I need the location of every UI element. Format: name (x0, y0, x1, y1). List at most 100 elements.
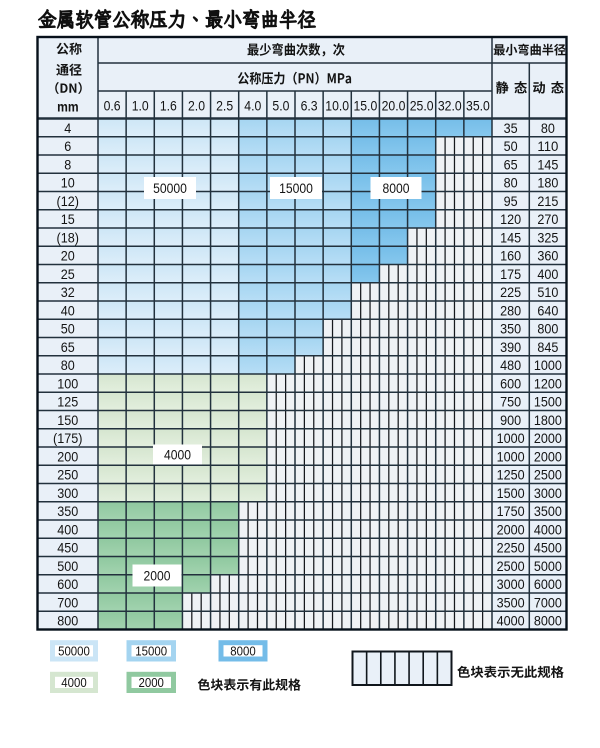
svg-text:0.6: 0.6 (104, 99, 121, 114)
svg-text:25.0: 25.0 (410, 99, 434, 114)
svg-text:600: 600 (500, 375, 521, 391)
svg-text:175: 175 (500, 266, 521, 282)
svg-text:400: 400 (537, 266, 558, 282)
svg-text:(12): (12) (57, 193, 79, 209)
svg-text:mm: mm (57, 98, 79, 114)
svg-text:15000: 15000 (135, 644, 167, 659)
svg-text:800: 800 (537, 321, 558, 337)
svg-text:80: 80 (541, 120, 555, 136)
svg-text:10: 10 (61, 175, 75, 191)
svg-text:(175): (175) (53, 430, 82, 446)
svg-text:110: 110 (537, 138, 558, 154)
svg-text:25: 25 (61, 266, 75, 282)
svg-text:350: 350 (500, 321, 521, 337)
svg-text:32.0: 32.0 (438, 99, 462, 114)
svg-text:80: 80 (504, 175, 518, 191)
svg-text:145: 145 (500, 229, 521, 245)
svg-text:480: 480 (500, 357, 521, 373)
svg-text:350: 350 (57, 503, 78, 519)
svg-text:150: 150 (57, 412, 78, 428)
svg-text:3000: 3000 (534, 485, 562, 501)
svg-text:2000: 2000 (497, 521, 525, 537)
svg-text:50000: 50000 (153, 181, 187, 196)
svg-text:450: 450 (57, 540, 78, 556)
svg-text:1750: 1750 (497, 503, 525, 519)
svg-text:1.0: 1.0 (132, 99, 149, 114)
svg-text:750: 750 (500, 394, 521, 410)
svg-text:8000: 8000 (383, 181, 410, 196)
svg-text:845: 845 (537, 339, 558, 355)
svg-text:4000: 4000 (534, 521, 562, 537)
svg-text:1500: 1500 (497, 485, 525, 501)
svg-text:50000: 50000 (58, 644, 90, 659)
svg-text:8: 8 (64, 156, 71, 172)
svg-text:4: 4 (64, 120, 71, 136)
svg-text:35: 35 (504, 120, 518, 136)
svg-text:3500: 3500 (497, 594, 525, 610)
svg-text:390: 390 (500, 339, 521, 355)
svg-text:4000: 4000 (61, 675, 86, 690)
svg-text:65: 65 (61, 339, 75, 355)
svg-text:4000: 4000 (497, 613, 525, 629)
svg-text:2000: 2000 (144, 568, 171, 583)
svg-text:50: 50 (504, 138, 518, 154)
svg-text:900: 900 (500, 412, 521, 428)
svg-text:7000: 7000 (534, 594, 562, 610)
svg-text:2250: 2250 (497, 540, 525, 556)
svg-text:2000: 2000 (139, 675, 164, 690)
svg-text:50: 50 (61, 321, 75, 337)
svg-text:15000: 15000 (279, 181, 313, 196)
svg-text:2.5: 2.5 (216, 99, 233, 114)
svg-text:6.3: 6.3 (301, 99, 318, 114)
svg-text:80: 80 (61, 357, 75, 373)
svg-text:180: 180 (537, 175, 558, 191)
svg-text:325: 325 (537, 229, 558, 245)
svg-text:250: 250 (57, 467, 78, 483)
svg-text:4.0: 4.0 (244, 99, 261, 114)
svg-text:1250: 1250 (497, 467, 525, 483)
svg-text:700: 700 (57, 594, 78, 610)
svg-text:40: 40 (61, 302, 75, 318)
svg-text:300: 300 (57, 485, 78, 501)
svg-text:5000: 5000 (534, 558, 562, 574)
svg-text:145: 145 (537, 156, 558, 172)
svg-text:400: 400 (57, 521, 78, 537)
svg-text:280: 280 (500, 302, 521, 318)
svg-text:2500: 2500 (534, 467, 562, 483)
svg-text:1200: 1200 (534, 375, 562, 391)
svg-text:510: 510 (537, 284, 558, 300)
svg-text:6000: 6000 (534, 576, 562, 592)
svg-text:200: 200 (57, 448, 78, 464)
svg-text:3500: 3500 (534, 503, 562, 519)
svg-text:225: 225 (500, 284, 521, 300)
svg-text:2000: 2000 (534, 430, 562, 446)
svg-text:1.6: 1.6 (160, 99, 177, 114)
svg-text:4000: 4000 (164, 447, 191, 462)
svg-text:160: 160 (500, 248, 521, 264)
svg-text:600: 600 (57, 576, 78, 592)
svg-text:215: 215 (537, 193, 558, 209)
svg-text:640: 640 (537, 302, 558, 318)
svg-text:5.0: 5.0 (272, 99, 289, 114)
svg-text:15: 15 (61, 211, 75, 227)
svg-text:1800: 1800 (534, 412, 562, 428)
svg-text:1000: 1000 (497, 448, 525, 464)
svg-text:32: 32 (61, 284, 75, 300)
svg-text:100: 100 (57, 375, 78, 391)
svg-text:15.0: 15.0 (353, 99, 377, 114)
svg-text:500: 500 (57, 558, 78, 574)
svg-text:1000: 1000 (534, 357, 562, 373)
svg-text:20.0: 20.0 (382, 99, 406, 114)
svg-text:35.0: 35.0 (466, 99, 490, 114)
svg-text:6: 6 (64, 138, 71, 154)
svg-text:(18): (18) (57, 229, 79, 245)
svg-text:8000: 8000 (230, 644, 255, 659)
svg-text:2500: 2500 (497, 558, 525, 574)
svg-text:360: 360 (537, 248, 558, 264)
svg-text:125: 125 (57, 394, 78, 410)
svg-text:2.0: 2.0 (188, 99, 205, 114)
svg-text:2000: 2000 (534, 448, 562, 464)
svg-text:95: 95 (504, 193, 518, 209)
svg-text:8000: 8000 (534, 613, 562, 629)
svg-text:20: 20 (61, 248, 75, 264)
